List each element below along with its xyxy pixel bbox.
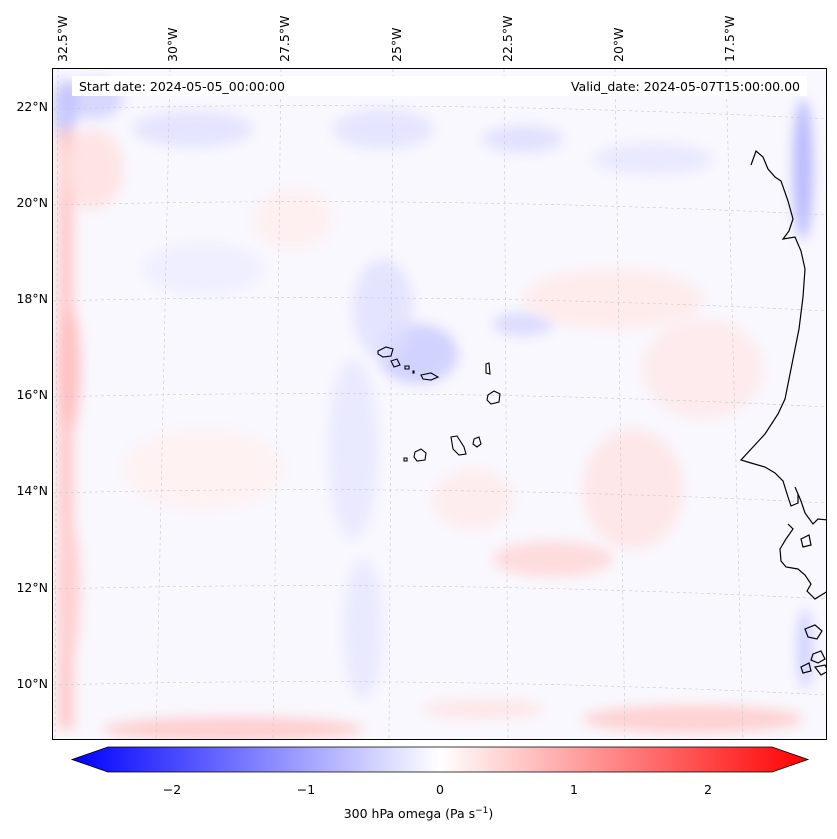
colorbar-label-main: 300 hPa omega (Pa s [343,806,476,822]
gridlines [53,69,826,739]
colorbar-label: 300 hPa omega (Pa s−1) [0,806,837,821]
lon-label: 30°W [165,27,180,62]
omega-field-map [53,69,826,739]
lon-label: 27.5°W [277,15,292,62]
colorbar-label-end: ) [488,806,494,822]
west-africa-coastline [739,149,826,676]
lon-label: 20°W [611,27,626,62]
negative-omega-regions [53,79,813,699]
lat-label: 22°N [16,99,48,114]
lat-label: 20°N [16,195,48,210]
lat-label: 14°N [16,483,48,498]
lon-label: 22.5°W [500,15,515,62]
lon-label: 32.5°W [55,15,70,62]
lat-label: 10°N [16,676,48,691]
start-date-label: Start date: 2024-05-05_00:00:00 [79,79,285,94]
positive-omega-regions [57,129,803,739]
colorbar-tick: 1 [570,782,578,797]
date-info-bar [72,76,807,96]
colorbar [70,746,810,773]
colorbar-label-exponent: −1 [475,806,489,816]
colorbar-tick: −1 [296,782,316,797]
cape-verde-islands [377,346,501,462]
colorbar-tick: 2 [704,782,712,797]
lat-label: 12°N [16,580,48,595]
valid-date-label: Valid_date: 2024-05-07T15:00:00.00 [570,79,800,94]
map-panel [52,68,827,740]
lon-label: 17.5°W [722,15,737,62]
lat-label: 16°N [16,387,48,402]
lat-label: 18°N [16,291,48,306]
lon-label: 25°W [389,27,404,62]
colorbar-bar [70,746,810,773]
colorbar-tick: 0 [436,782,444,797]
colorbar-tick: −2 [162,782,182,797]
